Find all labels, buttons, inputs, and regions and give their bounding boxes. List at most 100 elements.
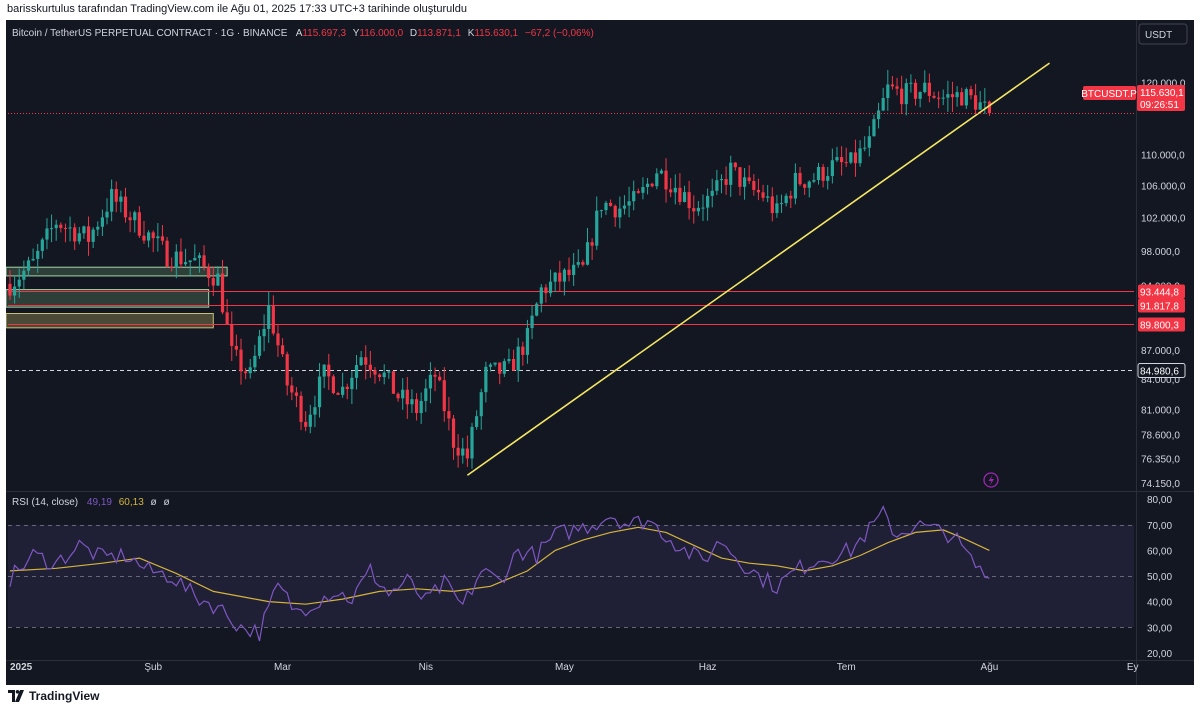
candle-body [267,304,271,329]
candle-body [262,328,266,337]
rsi-legend[interactable]: RSI (14, close) 49,19 60,13 ø ø [12,497,170,508]
candle-body [932,95,936,98]
candle-body [941,97,945,99]
candle-body [604,202,608,211]
candle-body [622,205,627,209]
candle-body [511,359,516,371]
candle-body [918,92,922,99]
candle-body [82,226,86,234]
currency-button[interactable]: USDT [1145,30,1172,41]
candle-body [147,232,151,241]
candle-body [812,180,816,182]
candle-body [17,279,21,287]
legend-close-value: 115.630,1 [474,28,518,39]
candle-body [123,196,128,218]
symbol-legend[interactable]: Bitcoin / TetherUS PERPETUAL CONTRACT · … [12,28,594,39]
candle-body [179,251,183,265]
candle-body [849,152,853,163]
candle-body [729,162,733,185]
candle-body [738,167,742,187]
candles-layer [8,69,992,469]
candle-body [766,196,770,198]
time-axis-label: Nis [419,662,433,673]
candle-body [290,385,294,393]
candle-body [465,448,469,459]
candle-body [895,86,899,89]
legend-symbol: Bitcoin / TetherUS PERPETUAL CONTRACT · … [12,28,288,39]
time-axis-label: May [555,662,574,673]
candle-body [128,217,132,221]
candle-body [950,94,955,98]
candle-body [207,266,211,279]
price-axis-label: 106.000,0 [1141,182,1186,193]
price-axis-label: 102.000,0 [1141,214,1186,225]
candle-body [650,183,654,187]
candle-body [525,328,530,355]
chart-frame[interactable]: 120.000,0 110.000,0 106.000,0 102.000,0 98.0… [6,20,1194,685]
candle-body [641,187,645,193]
candle-body [701,207,705,209]
candle-body [96,226,100,230]
candle-body [724,179,728,185]
candle-body [913,82,918,99]
candle-body [576,262,580,265]
candle-body [484,366,488,393]
time-axis[interactable]: 2025 Şub Mar Nis May Haz Tem Ağu Ey [10,662,1138,673]
legend-close-label: K [468,28,475,39]
candle-body [86,226,91,242]
candle-body [479,392,483,417]
rsi-legend-value: 49,19 [87,497,112,508]
price-tag-background [1137,85,1185,111]
level-tag-background [1138,317,1185,332]
candle-body [114,189,118,202]
candle-body [706,195,710,208]
candle-body [470,426,474,459]
candle-body [211,278,215,286]
candle-body [747,177,751,182]
candle-body [253,355,257,368]
rsi-axis-label: 60,00 [1147,546,1172,557]
candle-body [350,377,354,390]
candle-body [68,227,72,229]
candle-body [341,386,345,395]
legend-open-value: 115.697,3 [302,28,346,39]
currency-button-frame[interactable] [1138,23,1188,45]
zones-layer [6,266,228,329]
lightning-icon[interactable] [983,472,999,488]
price-axis[interactable]: 120.000,0 110.000,0 106.000,0 102.000,0 98.0… [1136,20,1186,685]
candle-body [927,82,931,96]
candle-body [433,374,437,377]
candle-body [719,179,724,181]
level-tag-background [1138,298,1185,313]
level-tag-label: 89.800,3 [1140,321,1179,332]
legend-change: −67,2 (−0,06%) [525,28,594,39]
candle-body [424,388,428,401]
candle-body [280,345,285,355]
legend-open-label: A [296,28,303,39]
candle-body [442,380,446,412]
level-tags: 93.444,8 91.817,8 89.800,3 84.980,6 [1137,284,1186,378]
time-axis-label: Haz [699,662,717,673]
candle-body [77,233,81,242]
candle-body [188,260,192,263]
candle-body [978,102,982,110]
candle-body [987,101,992,114]
candle-body [387,371,391,373]
rsi-axis-label: 80,00 [1147,495,1172,506]
levels-layer [8,291,1134,371]
candle-body [257,336,262,356]
candle-body [244,371,248,374]
candle-body [438,376,442,381]
candle-body [133,212,137,221]
candle-body [170,266,174,268]
candle-body [572,264,576,276]
chart-canvas[interactable]: 120.000,0 110.000,0 106.000,0 102.000,0 98.0… [6,20,1194,685]
candle-body [544,287,548,294]
candle-body [100,217,104,227]
rsi-ma-line [9,526,990,605]
candle-body [391,371,396,394]
price-axis-label: 98.000,0 [1141,247,1180,258]
candle-body [507,359,511,362]
rsi-axis[interactable]: 80,00 70,00 60,00 50,00 40,00 30,00 20,00 [1147,495,1172,660]
tradingview-logo[interactable]: TradingView [8,689,99,703]
